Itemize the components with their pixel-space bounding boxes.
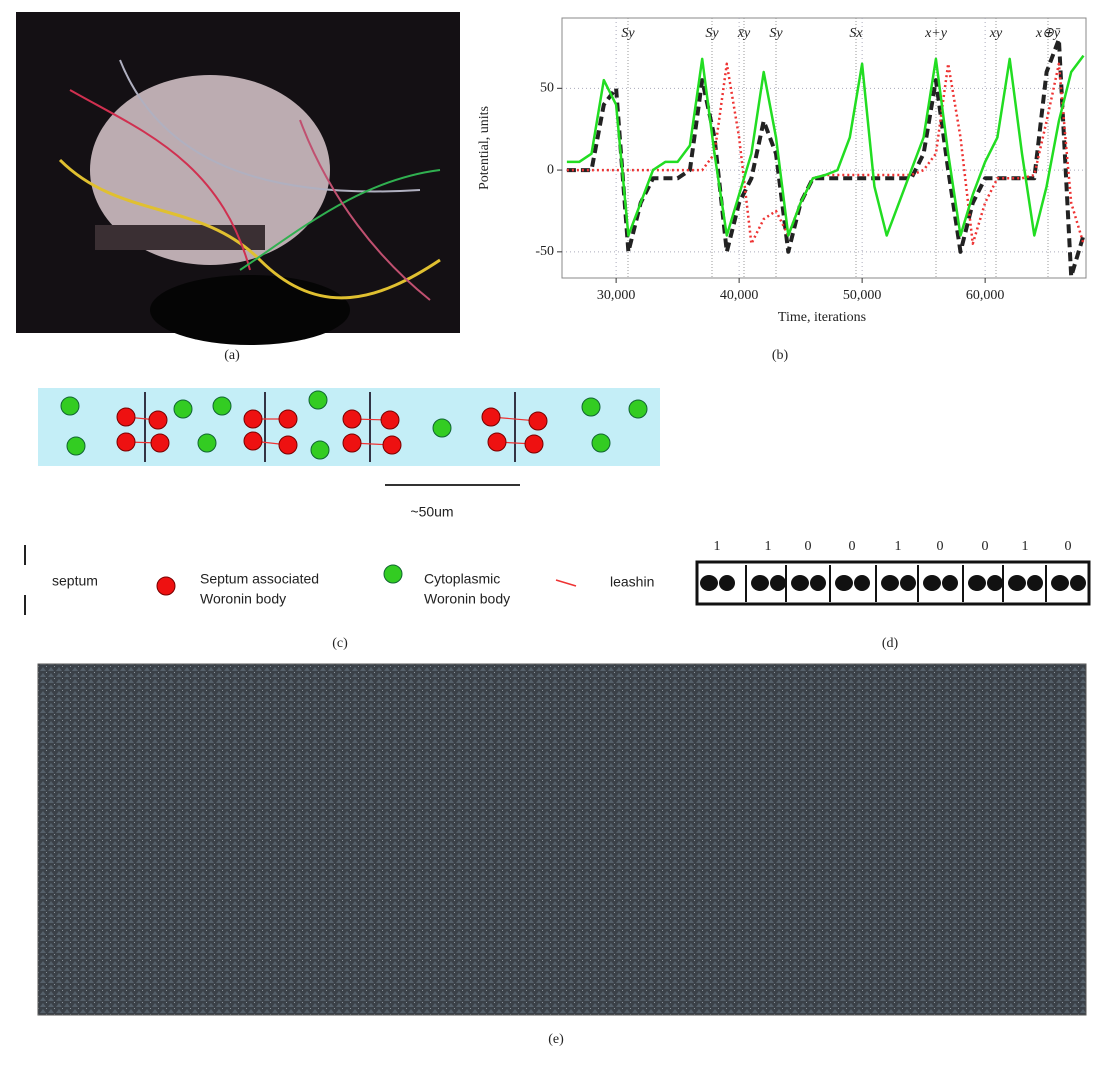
bit-blob xyxy=(791,575,809,591)
panel-label: (e) xyxy=(548,1032,564,1047)
x-tick-label: 60,000 xyxy=(966,288,1005,303)
septal-woronin-body xyxy=(150,433,170,453)
legend-leashin xyxy=(555,579,577,587)
cytoplasmic-woronin-body xyxy=(432,418,452,438)
legend-label: Woronin body xyxy=(200,591,286,607)
cytoplasmic-woronin-body xyxy=(173,399,193,419)
septal-woronin-body xyxy=(278,435,298,455)
legend-red xyxy=(156,576,176,596)
annotation: x̄y xyxy=(737,26,751,41)
septal-woronin-body xyxy=(528,411,548,431)
legend-label: Cytoplasmic xyxy=(424,571,500,587)
x-tick-label: 40,000 xyxy=(720,288,759,303)
cytoplasmic-woronin-body xyxy=(628,399,648,419)
annotation: Sy xyxy=(621,26,635,41)
bit-blob xyxy=(987,575,1003,591)
bit: 0 xyxy=(982,539,989,554)
annotation: Sy xyxy=(705,26,719,41)
legend-label: septum xyxy=(52,573,98,589)
y-tick-label: 50 xyxy=(540,81,554,96)
cytoplasmic-woronin-body xyxy=(197,433,217,453)
septal-woronin-body xyxy=(487,432,507,452)
septal-woronin-body xyxy=(481,407,501,427)
annotation: x⊕ȳ xyxy=(1035,26,1061,41)
bit-blob xyxy=(881,575,899,591)
scale-label: ~50um xyxy=(410,504,453,520)
septal-woronin-body xyxy=(524,434,544,454)
series-line xyxy=(566,37,1086,279)
y-tick-label: 0 xyxy=(547,162,554,177)
bit-blob xyxy=(854,575,870,591)
cytoplasmic-woronin-body xyxy=(310,440,330,460)
bit-blob xyxy=(942,575,958,591)
septal-woronin-body xyxy=(382,435,402,455)
legend-label: Woronin body xyxy=(424,591,510,607)
legend-label: Septum associated xyxy=(200,571,319,587)
bit-blob xyxy=(810,575,826,591)
y-tick-label: -50 xyxy=(535,244,554,259)
x-tick-label: 30,000 xyxy=(597,288,636,303)
septal-woronin-body xyxy=(116,432,136,452)
bit-blob xyxy=(1027,575,1043,591)
annotation: Sy xyxy=(769,26,783,41)
bit-blob xyxy=(923,575,941,591)
panel-label: (b) xyxy=(772,348,789,363)
septal-woronin-body xyxy=(116,407,136,427)
bit: 0 xyxy=(805,539,812,554)
y-axis-label: Potential, units xyxy=(477,106,492,190)
septal-woronin-body xyxy=(148,410,168,430)
panel-label: (a) xyxy=(224,348,240,363)
cytoplasmic-woronin-body xyxy=(581,397,601,417)
bit-blob xyxy=(1008,575,1026,591)
bit-blob xyxy=(968,575,986,591)
bit-blob xyxy=(835,575,853,591)
legend-label: leashin xyxy=(610,574,654,590)
series-line xyxy=(566,54,1085,237)
bit: 0 xyxy=(1065,539,1072,554)
bit: 1 xyxy=(765,539,772,554)
bit: 0 xyxy=(937,539,944,554)
bit: 1 xyxy=(1022,539,1029,554)
bit-blob xyxy=(751,575,769,591)
cytoplasmic-woronin-body xyxy=(212,396,232,416)
septal-woronin-body xyxy=(243,431,263,451)
annotation: x+y xyxy=(924,26,948,41)
cytoplasmic-woronin-body xyxy=(591,433,611,453)
bit-blob xyxy=(1070,575,1086,591)
septal-woronin-body xyxy=(342,433,362,453)
bit-blob xyxy=(1051,575,1069,591)
bit-blob xyxy=(700,575,718,591)
bit: 1 xyxy=(714,539,721,554)
bit-blob xyxy=(719,575,735,591)
x-tick-label: 50,000 xyxy=(843,288,882,303)
panel-label: (c) xyxy=(332,636,348,651)
septal-woronin-body xyxy=(380,410,400,430)
legend-green xyxy=(383,564,403,584)
panel-label: (d) xyxy=(882,636,899,651)
bit-blob xyxy=(900,575,916,591)
bit: 0 xyxy=(849,539,856,554)
annotation: Sx xyxy=(849,26,863,41)
annotation: xy xyxy=(989,26,1003,41)
x-axis-label: Time, iterations xyxy=(778,310,866,325)
photo xyxy=(16,12,460,345)
septal-woronin-body xyxy=(342,409,362,429)
bit-blob xyxy=(770,575,786,591)
cytoplasmic-woronin-body xyxy=(308,390,328,410)
cytoplasmic-woronin-body xyxy=(66,436,86,456)
cytoplasmic-woronin-body xyxy=(60,396,80,416)
automaton-image xyxy=(37,663,1087,1016)
septal-woronin-body xyxy=(278,409,298,429)
bit: 1 xyxy=(895,539,902,554)
plot-area xyxy=(561,17,1087,279)
septal-woronin-body xyxy=(243,409,263,429)
